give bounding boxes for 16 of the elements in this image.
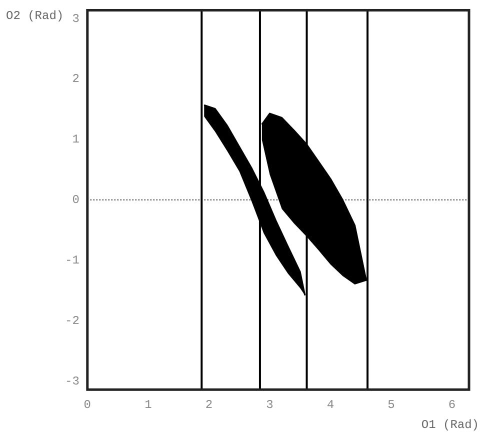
x-tick-label: 4 bbox=[326, 398, 334, 412]
y-tick-label: -2 bbox=[64, 314, 80, 328]
x-tick-label: 6 bbox=[448, 398, 456, 412]
x-tick-label: 5 bbox=[388, 398, 395, 412]
x-tick-label: 2 bbox=[205, 398, 213, 412]
y-axis-title: O2 (Rad) bbox=[6, 9, 64, 23]
y-tick-label: -1 bbox=[64, 253, 80, 268]
y-tick-label: 3 bbox=[72, 12, 80, 26]
y-tick-label: 0 bbox=[72, 193, 80, 208]
x-tick-label: 1 bbox=[144, 398, 152, 412]
x-tick-label: 3 bbox=[266, 398, 274, 412]
y-tick-label: 2 bbox=[72, 72, 80, 86]
x-tick-label: 0 bbox=[84, 398, 92, 412]
x-axis-title: O1 (Rad) bbox=[421, 418, 479, 432]
y-tick-label: -3 bbox=[64, 374, 80, 388]
y-tick-label: 1 bbox=[72, 132, 80, 147]
